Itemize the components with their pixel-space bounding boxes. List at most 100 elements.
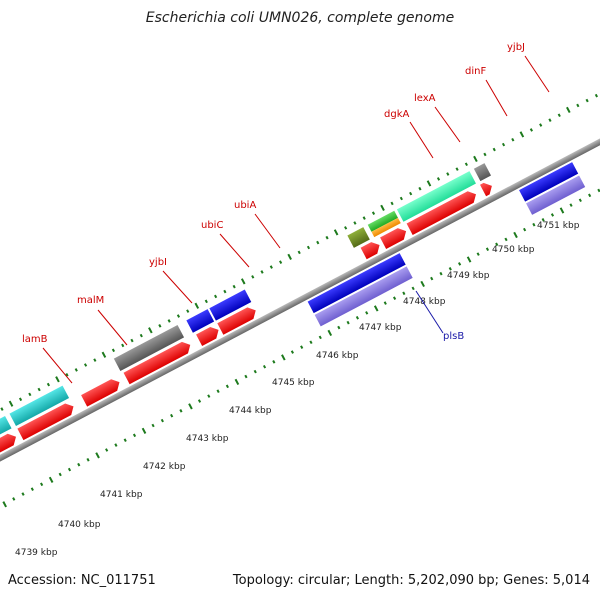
tick-mark <box>214 294 218 299</box>
tick-mark <box>93 358 97 362</box>
outer-tick-track <box>0 93 599 411</box>
tick-mark <box>251 275 255 279</box>
tick-mark <box>380 204 385 211</box>
map-title: Escherichia coli UMN026, complete genome <box>145 10 455 26</box>
tick-mark <box>588 193 592 198</box>
gene-label-lexa: lexA <box>414 93 436 104</box>
tick-mark <box>557 113 561 118</box>
tick-mark <box>559 207 565 214</box>
tick-mark <box>399 196 403 201</box>
tick-mark <box>18 397 23 402</box>
tick-mark <box>0 407 4 411</box>
gene-label-dinf: dinF <box>465 66 486 77</box>
gene-red <box>217 307 256 335</box>
gene-malM <box>81 379 120 407</box>
tick-mark <box>12 497 16 501</box>
tick-mark <box>523 227 527 232</box>
tick-mark <box>392 296 397 300</box>
tick-mark <box>223 289 227 294</box>
tick-mark <box>532 222 536 227</box>
tick-mark <box>114 443 118 447</box>
tick-mark <box>188 403 193 410</box>
tick-mark <box>194 302 200 309</box>
tick-mark <box>418 186 422 191</box>
tick-mark <box>519 131 525 138</box>
tick-mark <box>309 340 313 345</box>
scale-label: 4743 kbp <box>186 434 229 444</box>
scale-label: 4741 kbp <box>100 490 143 500</box>
gene-red <box>406 191 476 235</box>
tick-mark <box>272 360 276 364</box>
tick-mark <box>585 98 589 103</box>
tick-mark <box>55 376 60 383</box>
tick-mark <box>344 226 348 230</box>
scale-label: 4742 kbp <box>143 462 186 472</box>
tick-mark <box>95 452 100 459</box>
tick-mark <box>105 448 109 452</box>
scale-label: 4745 kbp <box>272 378 315 388</box>
gene-label-yjbi: yjbI <box>149 257 167 268</box>
tick-mark <box>353 221 357 225</box>
tick-mark <box>539 123 543 127</box>
tick-mark <box>123 438 127 442</box>
callout-line <box>409 121 434 159</box>
gene-lexA-orf <box>371 217 401 238</box>
scale-label: 4739 kbp <box>15 548 58 558</box>
tick-mark <box>130 338 134 343</box>
callout-line <box>97 309 128 346</box>
tick-mark <box>569 203 573 207</box>
accession-text: Accession: NC_011751 <box>8 573 156 588</box>
scale-label: 4747 kbp <box>359 323 402 333</box>
tick-mark <box>86 457 90 462</box>
gene-ubiC <box>186 309 215 333</box>
scale-label: 4750 kbp <box>492 245 535 255</box>
tick-mark <box>362 216 366 220</box>
gene-lavender <box>526 175 586 215</box>
tick-mark <box>409 191 413 196</box>
tick-mark <box>111 348 116 353</box>
tick-mark <box>476 252 480 256</box>
tick-mark <box>65 373 69 377</box>
tick-mark <box>365 311 369 315</box>
tick-mark <box>279 260 283 264</box>
tick-mark <box>492 147 496 152</box>
gene-label-ubic: ubiC <box>201 220 223 231</box>
tick-mark <box>244 374 248 379</box>
tick-mark <box>578 198 582 203</box>
tick-mark <box>325 235 329 240</box>
tick-mark <box>240 278 246 285</box>
tick-mark <box>46 382 51 387</box>
tick-mark <box>216 389 220 394</box>
tick-mark <box>529 128 533 132</box>
tick-mark <box>176 314 181 318</box>
gene-label-lamb: lamB <box>22 334 48 345</box>
tick-mark <box>148 327 153 334</box>
tick-mark <box>269 265 273 269</box>
tick-mark <box>495 242 499 247</box>
gene-red <box>480 182 492 197</box>
gene-red <box>123 341 191 385</box>
tick-mark <box>504 237 508 242</box>
tick-mark <box>318 335 322 340</box>
callout-line <box>219 233 250 268</box>
gene-yjbJ <box>473 163 492 182</box>
tick-mark <box>446 172 450 176</box>
gene-red <box>17 403 74 441</box>
tick-mark <box>464 162 468 167</box>
tick-mark <box>207 394 211 398</box>
tick-mark <box>253 369 257 374</box>
tick-mark <box>48 476 54 483</box>
tick-mark <box>455 167 459 171</box>
tick-mark <box>373 305 379 312</box>
tick-mark <box>21 492 25 496</box>
tick-mark <box>101 351 107 358</box>
tick-mark <box>204 299 208 304</box>
tick-mark <box>197 399 202 403</box>
tick-mark <box>402 291 406 296</box>
tick-mark <box>287 253 292 260</box>
gene-red <box>196 326 219 346</box>
tick-mark <box>550 213 555 217</box>
gene-lamB <box>9 385 70 427</box>
tick-mark <box>483 152 487 157</box>
